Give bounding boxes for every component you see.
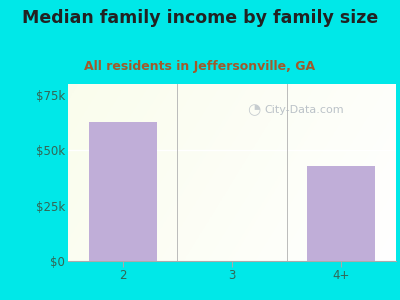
Bar bbox=[308, 166, 375, 261]
Text: ◔: ◔ bbox=[247, 103, 260, 118]
Text: City-Data.com: City-Data.com bbox=[265, 105, 344, 115]
Text: Median family income by family size: Median family income by family size bbox=[22, 9, 378, 27]
Text: All residents in Jeffersonville, GA: All residents in Jeffersonville, GA bbox=[84, 60, 316, 73]
Bar bbox=[89, 122, 156, 261]
